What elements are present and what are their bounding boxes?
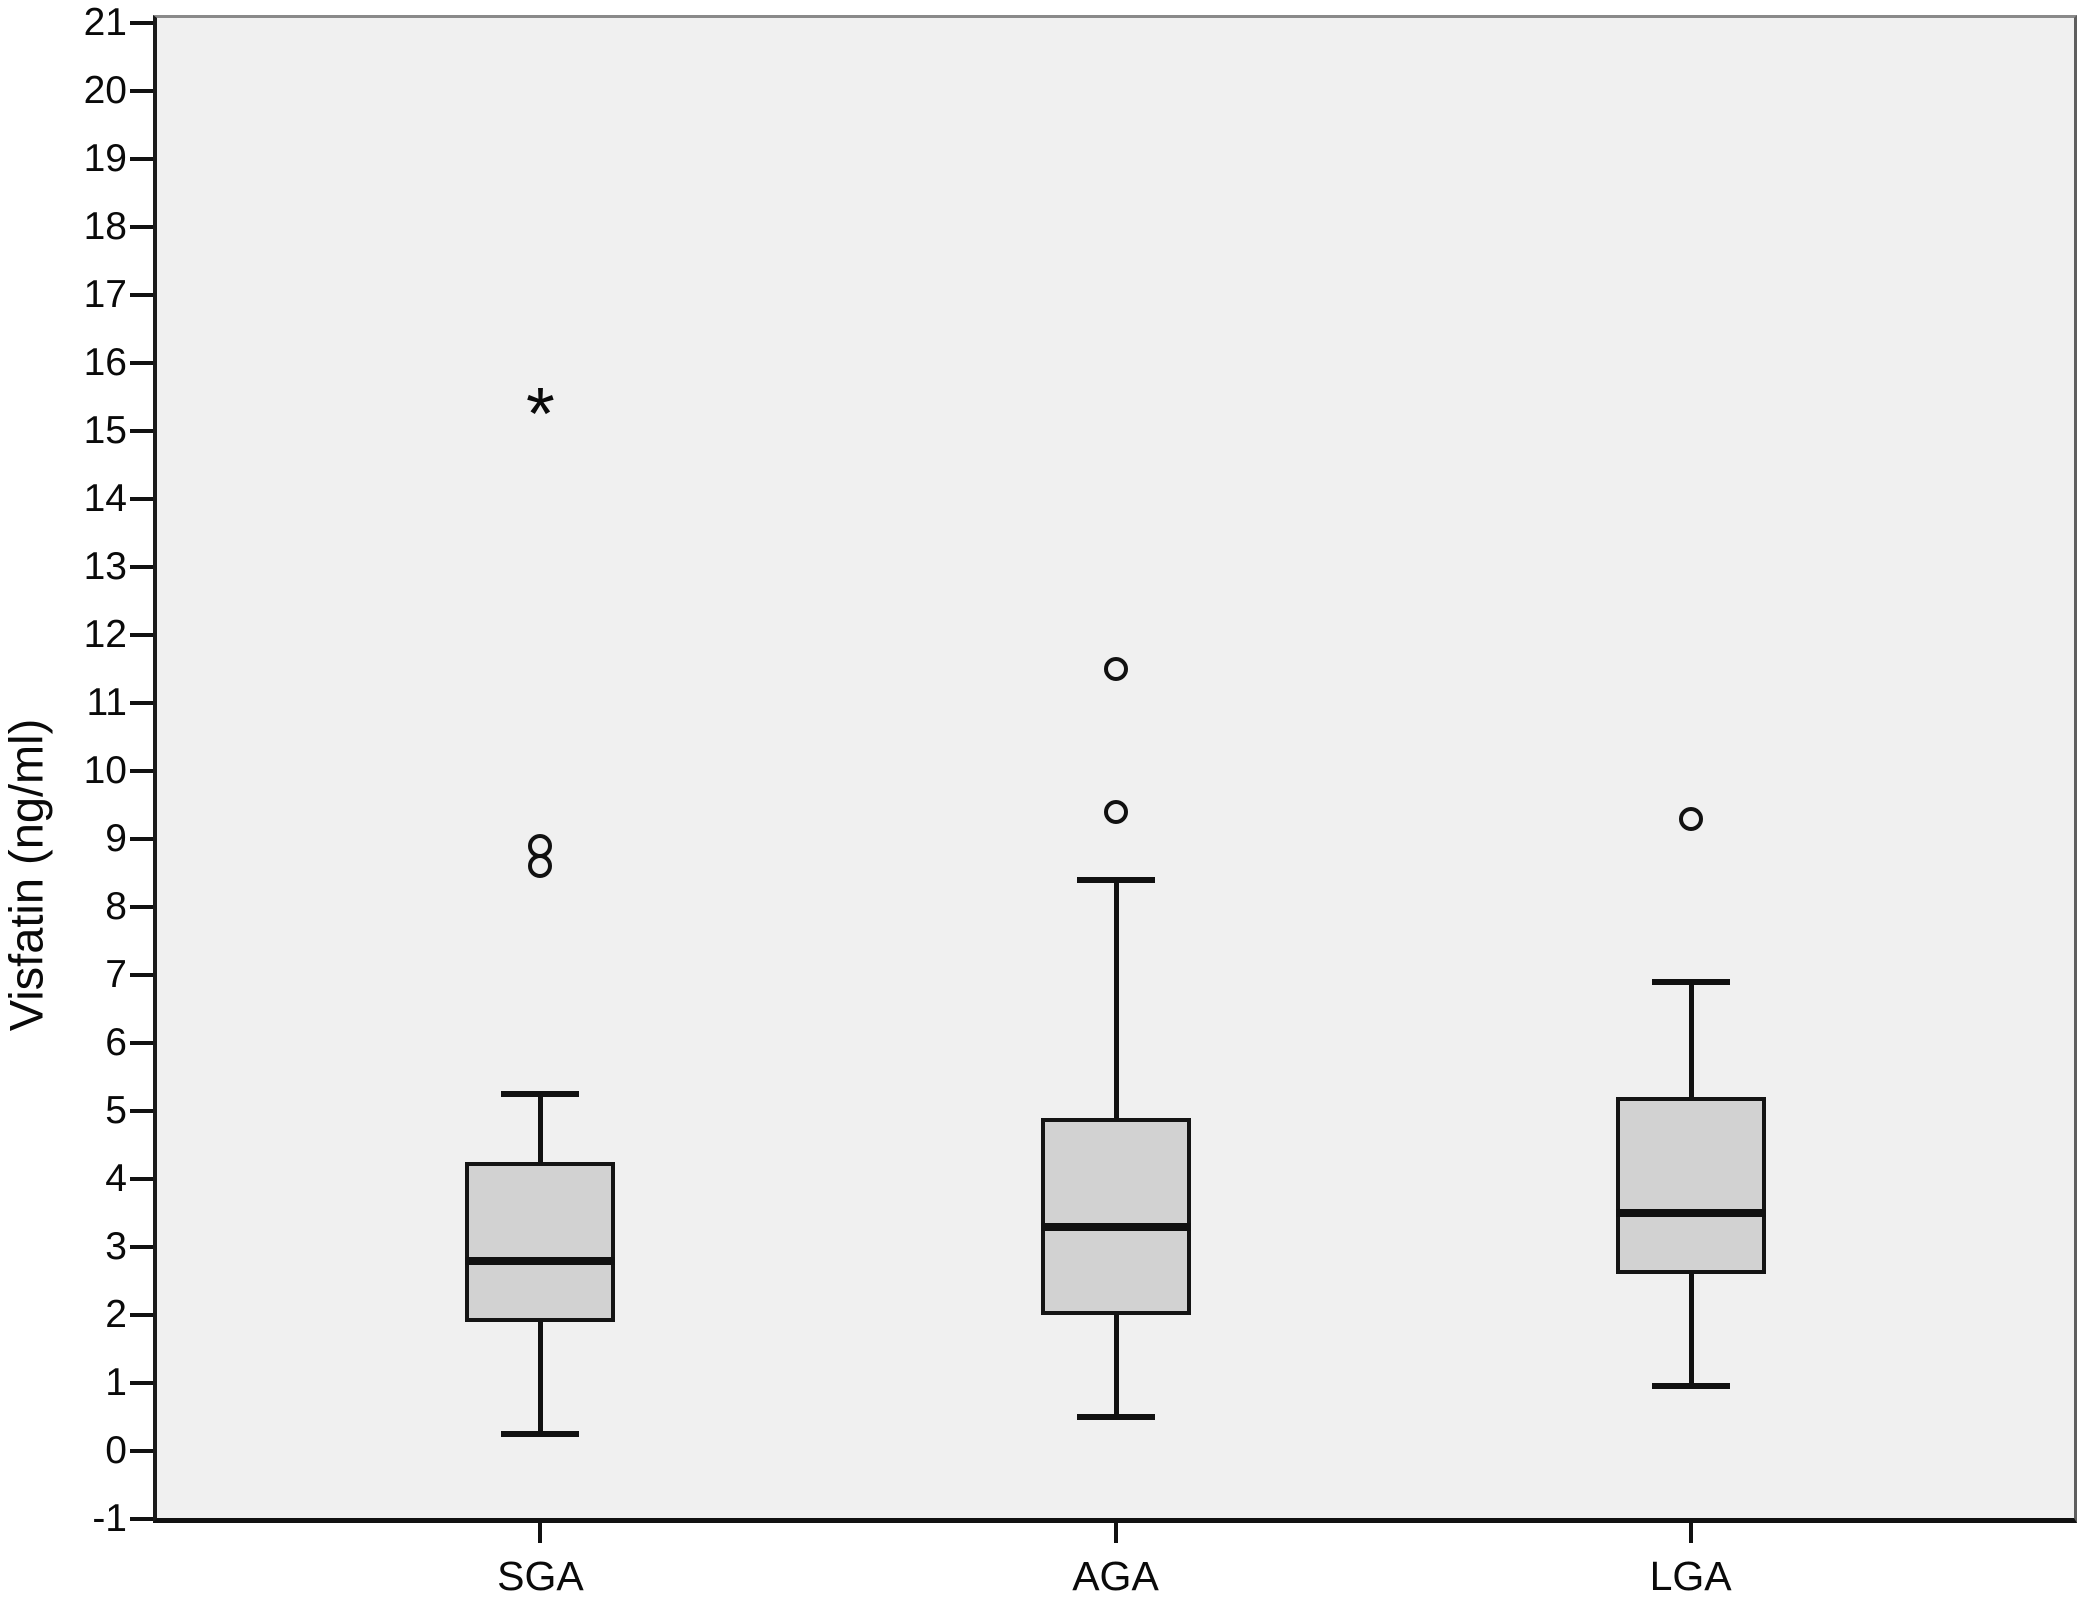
- y-axis-tick-label: 2: [105, 1293, 127, 1336]
- y-axis-tick-label: -1: [92, 1497, 127, 1540]
- y-axis-tick: [130, 1109, 153, 1113]
- y-axis-tick-label: 6: [105, 1021, 127, 1064]
- upper-whisker-cap: [1651, 978, 1730, 985]
- upper-whisker-line: [1688, 981, 1694, 1098]
- upper-whisker-cap: [501, 1091, 580, 1097]
- y-axis-tick-label: 11: [86, 681, 128, 724]
- y-axis-tick: [130, 429, 153, 433]
- x-axis-category-label: SGA: [497, 1553, 584, 1599]
- y-axis-tick: [130, 1381, 153, 1385]
- y-axis-tick: [130, 973, 153, 977]
- y-axis-tick: [130, 1177, 153, 1181]
- y-axis-tick: [130, 225, 153, 229]
- y-axis-tick: [130, 21, 153, 25]
- y-axis-tick: [130, 565, 153, 569]
- y-axis-tick-label: 20: [83, 69, 127, 112]
- iqr-box: [465, 1162, 616, 1322]
- lower-whisker-line: [1688, 1274, 1694, 1387]
- y-axis-tick-label: 16: [83, 341, 127, 384]
- y-axis-tick-label: 8: [105, 885, 127, 928]
- mild-outlier-marker: [528, 833, 553, 858]
- y-axis-tick: [130, 1041, 153, 1045]
- lower-whisker-line: [538, 1321, 544, 1434]
- y-axis-tick: [130, 293, 153, 297]
- y-axis-tick-label: 18: [83, 205, 127, 248]
- y-axis-tick: [130, 497, 153, 501]
- y-axis-tick-label: 1: [105, 1361, 127, 1404]
- iqr-box: [1615, 1097, 1766, 1275]
- x-axis-tick: [1688, 1523, 1693, 1543]
- y-axis-tick: [130, 633, 153, 637]
- y-axis-tick-label: 14: [83, 477, 127, 520]
- plot-inner: 21 20 19 18 17 16 15 14 13 12 11 10 9 8 7 6 5 4 3 2 1 0 -1 SGA A…: [84, 1, 2074, 1599]
- mild-outlier-marker: [1103, 799, 1128, 824]
- iqr-box: [1040, 1117, 1191, 1315]
- lower-whisker-cap: [501, 1431, 580, 1437]
- y-axis-tick: [130, 361, 153, 365]
- x-axis-category-label: AGA: [1072, 1553, 1159, 1599]
- x-axis-tick: [1113, 1523, 1118, 1543]
- y-axis-tick-label: 17: [83, 273, 127, 316]
- y-axis-tick-label: 19: [83, 137, 127, 180]
- lower-whisker-cap: [1651, 1383, 1730, 1390]
- y-axis-tick-label: 5: [105, 1089, 127, 1132]
- y-axis-tick: [130, 1245, 153, 1249]
- y-axis-tick: [130, 701, 153, 705]
- y-axis-tick: [130, 89, 153, 93]
- y-axis-tick-label: 9: [105, 817, 127, 860]
- y-axis-tick: [130, 1517, 153, 1521]
- median-line: [465, 1256, 616, 1265]
- lower-whisker-cap: [1076, 1414, 1155, 1420]
- y-axis-tick-label: 10: [83, 749, 127, 792]
- y-axis-tick: [130, 1449, 153, 1453]
- y-axis-tick-label: 7: [105, 953, 127, 996]
- x-axis-category-label: LGA: [1649, 1553, 1732, 1599]
- y-axis-tick: [130, 769, 153, 773]
- plot-area: 21 20 19 18 17 16 15 14 13 12 11 10 9 8 7 6 5 4 3 2 1 0 -1 SGA A…: [84, 1, 2077, 1599]
- lower-whisker-line: [1113, 1315, 1119, 1417]
- y-axis-tick: [130, 837, 153, 841]
- mild-outlier-marker: [1103, 657, 1128, 681]
- y-axis-tick: [130, 157, 153, 161]
- x-axis-tick: [538, 1523, 543, 1543]
- median-line: [1040, 1222, 1191, 1231]
- y-axis-tick: [130, 1313, 153, 1317]
- upper-whisker-line: [538, 1094, 544, 1162]
- y-axis-tick-label: 15: [83, 409, 127, 452]
- y-axis-tick-label: 0: [105, 1429, 127, 1472]
- y-axis-tick: [130, 905, 153, 909]
- y-axis-tick-label: 3: [105, 1225, 127, 1268]
- y-axis-tick-label: 12: [83, 613, 127, 656]
- extreme-outlier-marker: *: [525, 372, 555, 455]
- y-axis-tick-label: 13: [83, 545, 127, 588]
- y-axis-tick-label: 4: [105, 1157, 127, 1200]
- median-line: [1615, 1209, 1766, 1217]
- mild-outlier-marker: [1678, 806, 1703, 831]
- upper-whisker-cap: [1076, 876, 1155, 883]
- upper-whisker-line: [1113, 879, 1119, 1118]
- y-axis-tick-label: 21: [83, 1, 127, 44]
